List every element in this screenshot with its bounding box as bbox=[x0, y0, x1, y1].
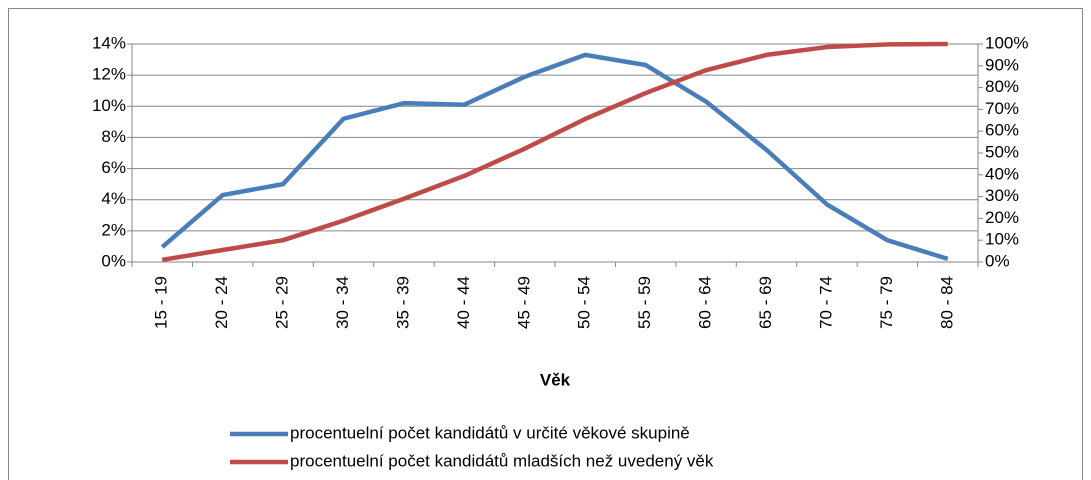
x-tick-label: 50 - 54 bbox=[575, 276, 594, 329]
x-tick-label: 30 - 34 bbox=[333, 276, 352, 329]
legend-label: procentuelní počet kandidátů mladších ne… bbox=[290, 451, 714, 470]
x-tick-label: 35 - 39 bbox=[393, 276, 412, 329]
chart-frame bbox=[8, 8, 1083, 480]
y-tick-label: 8% bbox=[101, 127, 126, 146]
x-tick-label: 40 - 44 bbox=[454, 276, 473, 329]
y-tick-label: 4% bbox=[101, 189, 126, 208]
x-tick-label: 80 - 84 bbox=[937, 276, 956, 329]
y-tick-label: 12% bbox=[92, 65, 126, 84]
x-tick-label: 70 - 74 bbox=[816, 276, 835, 329]
y2-tick-label: 100% bbox=[985, 33, 1028, 52]
y-tick-label: 14% bbox=[92, 33, 126, 52]
y2-tick-label: 90% bbox=[985, 55, 1019, 74]
y2-tick-label: 20% bbox=[985, 208, 1019, 227]
x-tick-label: 15 - 19 bbox=[152, 276, 171, 329]
y2-tick-label: 50% bbox=[985, 142, 1019, 161]
x-tick-label: 60 - 64 bbox=[696, 276, 715, 329]
x-tick-label: 20 - 24 bbox=[212, 276, 231, 329]
y-tick-label: 10% bbox=[92, 96, 126, 115]
y-tick-label: 0% bbox=[101, 251, 126, 270]
data-line bbox=[160, 52, 949, 262]
x-tick-label: 55 - 59 bbox=[635, 276, 654, 329]
y2-tick-label: 60% bbox=[985, 121, 1019, 140]
legend-label: procentuelní počet kandidátů v určité vě… bbox=[290, 423, 690, 442]
y2-tick-label: 80% bbox=[985, 77, 1019, 96]
x-tick-label: 75 - 79 bbox=[877, 276, 896, 329]
y2-tick-label: 30% bbox=[985, 186, 1019, 205]
y-tick-label: 6% bbox=[101, 158, 126, 177]
x-tick-label: 65 - 69 bbox=[756, 276, 775, 329]
y-tick-label: 2% bbox=[101, 220, 126, 239]
x-axis-label: Věk bbox=[540, 370, 571, 389]
y2-tick-label: 70% bbox=[985, 99, 1019, 118]
y2-tick-label: 40% bbox=[985, 164, 1019, 183]
y2-tick-label: 10% bbox=[985, 230, 1019, 249]
y2-tick-label: 0% bbox=[985, 251, 1010, 270]
x-tick-label: 45 - 49 bbox=[514, 276, 533, 329]
x-tick-label: 25 - 29 bbox=[273, 276, 292, 329]
data-line bbox=[161, 41, 948, 263]
